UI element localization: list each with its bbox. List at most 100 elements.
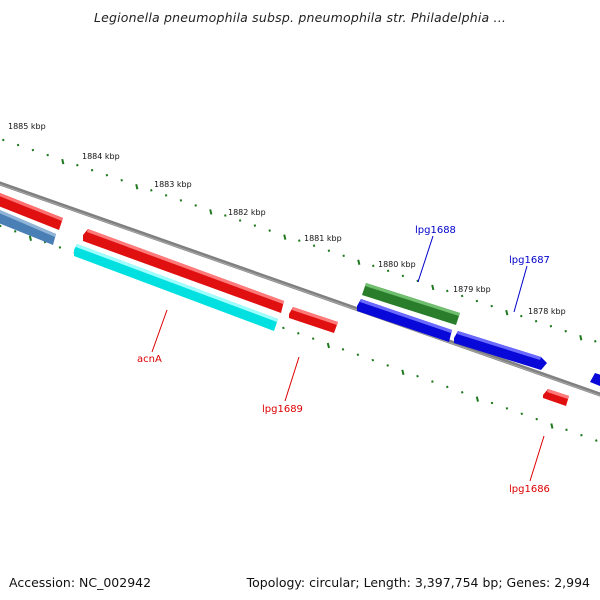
gene-label-lpg1687[interactable]: lpg1687	[509, 255, 550, 313]
scale-tick	[416, 374, 419, 378]
scale-tick	[534, 319, 538, 323]
scale-tick	[356, 353, 360, 357]
scale-tick	[13, 230, 17, 233]
scale-tick	[194, 204, 197, 207]
scale-tick	[594, 339, 597, 343]
scale-tick	[490, 304, 493, 308]
svg-text:lpg1689: lpg1689	[262, 404, 303, 415]
scale-label-1885: 1885 kbp	[8, 122, 46, 131]
scale-label-1883: 1883 kbp	[154, 180, 192, 189]
scale-label-1881: 1881 kbp	[304, 234, 342, 243]
gene-feature-acnA-strip[interactable]	[74, 244, 278, 331]
scale-tick	[357, 259, 361, 266]
scale-tick	[327, 249, 331, 252]
scale-label-1882: 1882 kbp	[228, 208, 266, 217]
gene-label-lpg1686[interactable]: lpg1686	[509, 435, 550, 495]
scale-tick	[579, 335, 583, 341]
scale-tick	[16, 143, 20, 147]
gene-feature-partial-minus[interactable]	[0, 210, 56, 245]
scale-tick	[401, 274, 405, 278]
scale-tick	[580, 433, 583, 437]
scale-tick	[224, 214, 227, 217]
scale-tick	[282, 326, 285, 330]
svg-text:lpg1688: lpg1688	[415, 225, 456, 236]
scale-ticks-outer	[2, 138, 597, 343]
scale-tick	[565, 428, 568, 432]
scale-tick	[401, 369, 405, 376]
scale-tick	[386, 269, 390, 273]
scale-tick	[460, 390, 464, 394]
accession-text: Accession: NC_002942	[9, 575, 152, 590]
gene-feature-partial-plus[interactable]	[0, 193, 63, 230]
scale-tick	[505, 407, 509, 410]
scale-tick	[372, 264, 375, 268]
scale-tick	[268, 229, 271, 232]
scale-tick	[283, 234, 287, 240]
genome-summary-text: Topology: circular; Length: 3,397,754 bp…	[246, 575, 590, 590]
scale-tick	[431, 284, 435, 291]
gene-feature-lpg1687[interactable]	[454, 331, 547, 370]
scale-tick	[298, 239, 301, 242]
scale-tick	[58, 246, 62, 249]
scale-tick	[386, 364, 389, 367]
scale-tick	[550, 423, 554, 429]
scale-tick	[564, 329, 567, 333]
scale-label-1880: 1880 kbp	[378, 260, 416, 269]
scale-tick	[164, 194, 168, 197]
svg-text:lpg1687: lpg1687	[509, 255, 550, 266]
scale-tick	[446, 289, 449, 293]
gene-feature-blue-1[interactable]	[357, 299, 452, 342]
scale-tick	[253, 224, 257, 227]
scale-tick	[312, 244, 316, 247]
gene-label-acnA[interactable]: acnA	[137, 309, 168, 365]
scale-tick	[505, 309, 509, 316]
scale-tick	[520, 314, 523, 318]
scale-tick	[595, 439, 598, 442]
svg-text:lpg1686: lpg1686	[509, 484, 550, 495]
scale-tick	[2, 138, 5, 142]
scale-label-1879: 1879 kbp	[453, 285, 491, 294]
scale-tick	[342, 254, 345, 258]
scale-tick	[150, 189, 153, 192]
scale-tick	[326, 342, 330, 349]
scale-tick	[446, 385, 449, 389]
scale-tick	[135, 184, 139, 190]
scale-tick	[431, 380, 434, 383]
map-title: Legionella pneumophila subsp. pneumophil…	[93, 10, 507, 25]
scale-tick	[76, 163, 79, 167]
genome-backbone	[0, 181, 600, 397]
scale-tick	[90, 168, 94, 172]
scale-tick	[0, 224, 2, 228]
scale-tick	[120, 178, 123, 182]
scale-tick	[31, 148, 35, 152]
gene-label-lpg1688[interactable]: lpg1688	[415, 225, 456, 283]
scale-tick	[490, 401, 494, 405]
scale-tick	[179, 199, 183, 202]
svg-text:acnA: acnA	[137, 354, 162, 365]
scale-tick	[520, 412, 524, 416]
gene-feature-lpg1689[interactable]	[289, 307, 338, 333]
scale-tick	[28, 235, 32, 241]
scale-tick	[460, 294, 464, 298]
scale-tick	[311, 337, 315, 340]
scale-tick	[46, 153, 49, 157]
scale-tick	[209, 209, 213, 215]
scale-tick	[238, 219, 242, 222]
scale-tick	[475, 299, 479, 303]
gene-feature-lpg1688[interactable]	[362, 283, 460, 325]
scale-label-1878: 1878 kbp	[528, 307, 566, 316]
gene-feature-acnA[interactable]	[83, 229, 284, 313]
scale-tick	[341, 348, 345, 351]
scale-label-1884: 1884 kbp	[82, 152, 120, 161]
scale-tick	[371, 358, 375, 362]
scale-tick	[61, 158, 65, 165]
gene-label-lpg1689[interactable]: lpg1689	[262, 356, 303, 415]
scale-tick	[105, 173, 109, 177]
scale-tick	[297, 331, 300, 335]
scale-tick	[549, 324, 553, 328]
scale-tick	[535, 417, 538, 421]
scale-tick	[475, 396, 479, 402]
gene-feature-lpg1686[interactable]	[543, 389, 569, 406]
gene-feature-partial-blue-edge[interactable]	[590, 373, 600, 390]
